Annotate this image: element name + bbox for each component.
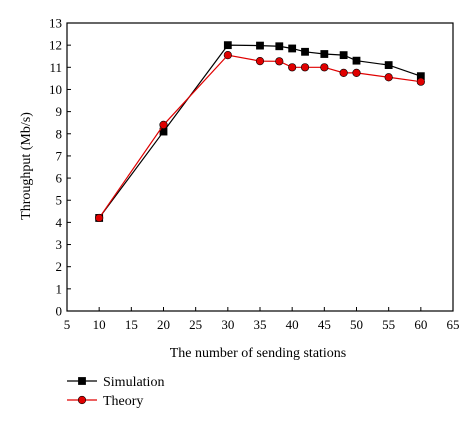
y-tick-label: 3 (56, 237, 63, 252)
x-tick-label: 65 (447, 317, 460, 332)
data-point (95, 213, 104, 223)
data-point (416, 77, 425, 86)
series-line (98, 54, 421, 219)
x-tick-label: 5 (64, 317, 71, 332)
data-point (352, 56, 361, 65)
data-point (255, 57, 265, 66)
data-point (320, 63, 329, 72)
y-tick-label: 4 (56, 215, 63, 230)
series-theory (95, 51, 425, 223)
y-tick-label: 2 (56, 259, 63, 274)
x-tick-label: 50 (350, 317, 363, 332)
plot-border (66, 22, 454, 312)
data-point (288, 44, 297, 53)
y-tick-label: 11 (49, 60, 62, 75)
x-tick-label: 20 (157, 317, 170, 332)
data-point (300, 63, 310, 72)
plot-area (66, 22, 454, 312)
y-tick-label: 7 (56, 148, 63, 163)
data-point (339, 68, 348, 77)
x-tick-label: 15 (125, 317, 138, 332)
data-point (223, 51, 232, 60)
x-axis-title: The number of sending stations (170, 346, 347, 361)
x-tick-label: 55 (382, 317, 395, 332)
data-point (301, 47, 309, 56)
data-point (275, 57, 284, 66)
y-tick-label: 1 (56, 281, 63, 296)
data-point (339, 51, 348, 60)
x-tick-label: 25 (189, 317, 202, 332)
y-tick-label: 6 (56, 171, 63, 186)
legend-marker (78, 377, 86, 385)
data-point (384, 73, 393, 82)
y-axis-title: Throughput (Mb/s) (19, 112, 34, 220)
legend-item-theory: Theory (67, 394, 143, 409)
legend-item-simulation: Simulation (67, 375, 164, 390)
y-tick-label: 10 (49, 82, 62, 97)
x-tick-label: 10 (93, 317, 106, 332)
y-tick-label: 9 (56, 104, 63, 119)
data-point (256, 41, 264, 50)
series-layer (95, 41, 425, 223)
data-point (223, 41, 232, 50)
data-point (159, 120, 168, 130)
x-tick-label: 60 (414, 317, 427, 332)
y-tick-label: 12 (49, 38, 62, 53)
x-tick-label: 35 (254, 317, 267, 332)
data-point (288, 63, 297, 72)
legend-label: Simulation (103, 375, 164, 390)
data-point (320, 50, 329, 58)
x-tick-label: 45 (318, 317, 331, 332)
legend: Simulation Theory (67, 375, 164, 409)
y-tick-label: 5 (56, 193, 63, 208)
data-point (275, 42, 284, 51)
legend-label: Theory (103, 394, 143, 409)
data-point (384, 61, 393, 69)
x-axis: 5 10 15 20 25 30 35 40 45 50 55 60 65 (64, 307, 460, 332)
y-tick-label: 13 (49, 16, 62, 31)
x-tick-label: 30 (221, 317, 234, 332)
series-line (98, 44, 422, 219)
x-tick-label: 40 (286, 317, 299, 332)
y-tick-label: 8 (56, 126, 63, 141)
series-simulation (95, 41, 425, 222)
y-tick-label: 0 (56, 304, 63, 319)
legend-marker (77, 395, 87, 405)
data-point (352, 68, 361, 77)
